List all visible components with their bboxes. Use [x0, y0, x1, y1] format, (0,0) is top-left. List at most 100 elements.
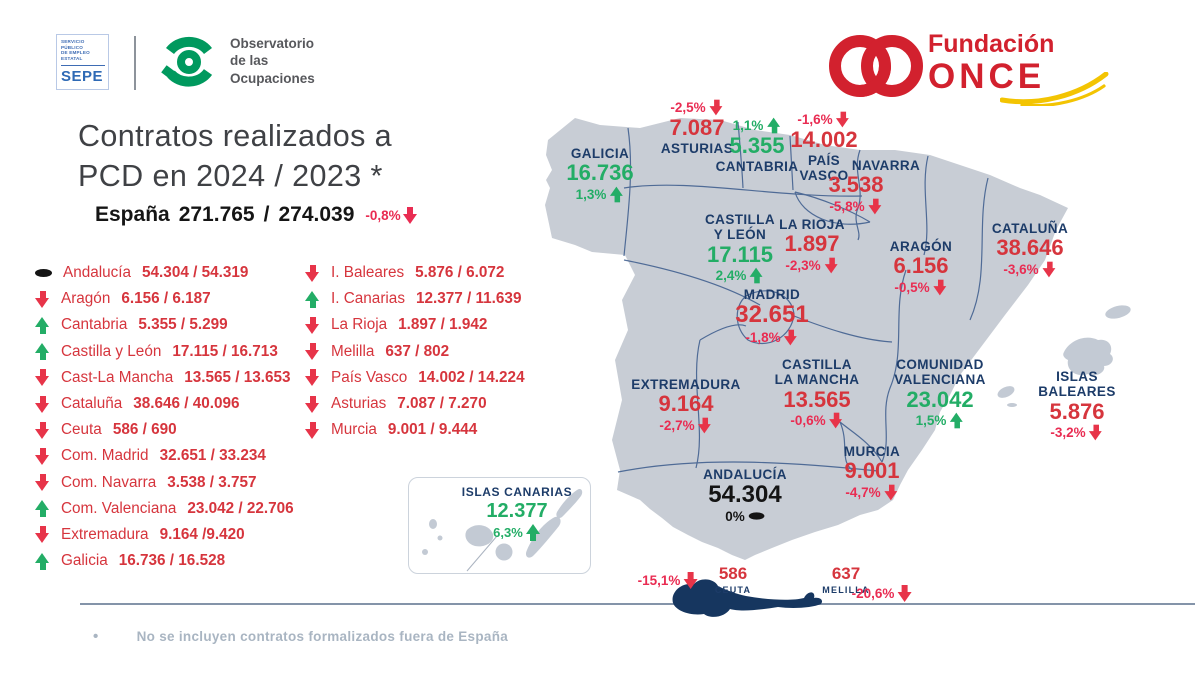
legend-row-asturias: Asturias 7.087 / 7.270	[305, 391, 525, 417]
footnote-text: No se incluyen contratos formalizados fu…	[136, 629, 509, 644]
region-value: 9.001	[844, 458, 900, 484]
region-value: 5.876	[1049, 398, 1105, 424]
spain-total: España 271.765 / 274.039 -0,8%	[95, 203, 418, 227]
trend-icon	[35, 395, 50, 413]
region-value: 586	[718, 564, 748, 583]
map-region-galicia: GALICIA 16.736 1,3%	[566, 146, 634, 203]
region-pct: 1,3%	[576, 186, 625, 203]
trend-up-icon	[949, 412, 964, 429]
flat-trend-icon	[748, 512, 765, 521]
legend-row-galicia: Galicia 16.736 / 16.528	[35, 548, 294, 574]
observatorio-logo: Observatorio de las Ocupaciones	[160, 32, 315, 90]
melilla-label: 637 MELILLA	[822, 564, 870, 595]
observatorio-icon	[161, 36, 213, 87]
region-value: 16.736	[566, 160, 634, 186]
region-value: 23.042	[906, 386, 974, 412]
region-pct: 2,4%	[716, 267, 765, 284]
map-region-madrid: MADRID 32.651 -1,8%	[735, 287, 809, 346]
trend-down-icon	[824, 257, 838, 274]
spain-total-separator: /	[263, 203, 270, 226]
trend-icon	[305, 264, 320, 282]
map-region-castilla-leon: CASTILLA Y LEÓN 17.115 2,4%	[705, 212, 775, 284]
region-pct: 0%	[725, 509, 765, 524]
sepe-logo: SERVICIO PÚBLICO DE EMPLEO ESTATAL SEPE	[56, 34, 109, 90]
canarias-inset: ISLAS CANARIAS 12.377 6,3%	[408, 477, 591, 574]
region-pct: 1,5%	[916, 412, 965, 429]
map-region-cantabria: 1,1% 5.355 CANTABRIA	[715, 117, 799, 174]
footnote-bullet: •	[93, 628, 99, 645]
region-pct: -1,8%	[745, 329, 798, 346]
trend-down-icon	[829, 412, 843, 429]
ceuta-label: 586 CEUTA	[714, 564, 752, 595]
fundacion-once-logo: Fundación ONCE	[828, 26, 1109, 110]
region-pct: 1,1%	[733, 117, 782, 134]
legend-column-1: Andalucía 54.304 / 54.319 Aragón 6.156 / 6…	[35, 260, 294, 574]
trend-up-icon	[525, 524, 541, 541]
trend-icon	[35, 316, 50, 334]
region-value: 32.651	[735, 301, 809, 329]
trend-down-icon	[784, 329, 798, 346]
region-pct: -3,6%	[1003, 261, 1056, 278]
map-region-murcia: MURCIA 9.001 -4,7%	[843, 444, 901, 501]
region-pct: -5,8%	[829, 198, 882, 215]
trend-up-icon	[766, 117, 781, 134]
map-region-baleares: ISLAS BALEARES 5.876 -3,2%	[1038, 369, 1116, 441]
region-pct: -1,6%	[797, 111, 850, 128]
map-region-cataluna: CATALUÑA 38.646 -3,6%	[991, 221, 1069, 278]
observatorio-label: Observatorio de las Ocupaciones	[230, 35, 315, 86]
trend-up-icon	[749, 267, 764, 284]
trend-down-icon	[683, 572, 698, 589]
ceuta-pct: -15,1%	[638, 572, 699, 589]
map-region-castilla-la-mancha: CASTILLA LA MANCHA 13.565 -0,6%	[774, 357, 860, 429]
trend-down-icon	[698, 417, 712, 434]
region-value: 9.164	[658, 391, 714, 417]
once-wordmark-line2: ONCE	[928, 57, 1046, 96]
trend-icon	[305, 290, 320, 308]
region-value: 13.565	[783, 386, 851, 412]
trend-icon	[305, 316, 320, 334]
region-value: 5.355	[729, 133, 785, 158]
legend-row-valenciana: Com. Valenciana 23.042 / 22.706	[35, 496, 294, 522]
region-value: 637	[831, 564, 861, 583]
legend-row-extremadura: Extremadura 9.164 /9.420	[35, 522, 294, 548]
region-value: 54.304	[708, 481, 782, 509]
trend-icon	[35, 552, 50, 570]
region-pct: -0,5%	[894, 279, 947, 296]
divider-line	[80, 603, 1195, 605]
map-region-la-rioja: LA RIOJA 1.897 -2,3%	[779, 217, 845, 274]
legend-row-murcia: Murcia 9.001 / 9.444	[305, 417, 525, 443]
map-region-aragon: ARAGÓN 6.156 -0,5%	[889, 239, 953, 296]
region-pct: -4,7%	[845, 484, 898, 501]
legend-row-andalucia: Andalucía 54.304 / 54.319	[35, 260, 294, 286]
map-region-andalucia: ANDALUCÍA 54.304 0%	[703, 467, 787, 524]
trend-icon	[35, 369, 50, 387]
page-title: Contratos realizados a PCD en 2024 / 202…	[78, 119, 392, 194]
legend-row-madrid: Com. Madrid 32.651 / 33.234	[35, 443, 294, 469]
trend-icon	[35, 526, 50, 544]
trend-down-icon	[933, 279, 947, 296]
trend-down-icon	[1042, 261, 1056, 278]
trend-icon	[35, 269, 52, 278]
trend-icon	[35, 500, 50, 518]
trend-down-icon	[897, 585, 912, 602]
region-pct: 6,3%	[493, 524, 541, 541]
legend-row-rioja: La Rioja 1.897 / 1.942	[305, 312, 525, 338]
canarias-label: ISLAS CANARIAS 12.377 6,3%	[461, 485, 573, 541]
trend-icon	[305, 343, 320, 361]
legend-column-2: I. Baleares 5.876 / 6.072 I. Canarias 12.3…	[305, 260, 525, 443]
melilla-pct: -20,6%	[852, 585, 913, 602]
trend-down-icon	[836, 111, 850, 128]
region-value: 38.646	[996, 235, 1064, 261]
trend-down-icon	[884, 484, 898, 501]
trend-icon	[305, 369, 320, 387]
trend-icon	[35, 421, 50, 439]
once-swoosh-icon	[1000, 72, 1109, 106]
legend-row-cantabria: Cantabria 5.355 / 5.299	[35, 312, 294, 338]
legend-row-navarra: Com. Navarra 3.538 / 3.757	[35, 470, 294, 496]
once-wordmark-line1: Fundación	[928, 30, 1055, 58]
trend-down-icon	[709, 99, 723, 116]
trend-icon	[305, 421, 320, 439]
trend-icon	[305, 395, 320, 413]
map-region-valenciana: COMUNIDAD VALENCIANA 23.042 1,5%	[894, 357, 986, 429]
